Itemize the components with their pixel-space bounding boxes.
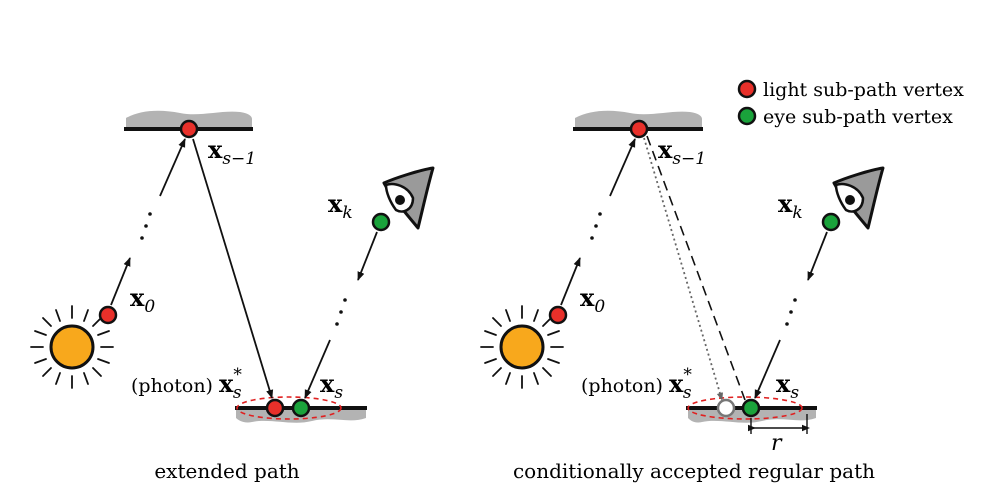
- left-eye-segment-1: [357, 231, 378, 281]
- left-x0-vertex: [98, 305, 118, 325]
- right-eye-segment-2: [754, 339, 781, 399]
- right-x0-label: x0: [580, 283, 605, 317]
- left-sun-icon: [30, 305, 114, 389]
- right-dotted-photon-segment: [643, 137, 724, 401]
- left-light-segment-1: [110, 257, 131, 306]
- left-xs1-label: xs−1: [208, 135, 256, 169]
- right-photon-label: (photon) x* s: [581, 365, 692, 403]
- right-caption: conditionally accepted regular path: [513, 459, 875, 483]
- left-photon-vertex: [265, 398, 285, 418]
- right-light-segment-1: [560, 257, 581, 306]
- right-light-dots: [590, 212, 602, 240]
- left-panel: x0 xs−1 xk xs (photon) x* s extended path: [30, 110, 435, 483]
- left-xs1-vertex: [179, 119, 199, 139]
- left-xk-label: xk: [328, 189, 353, 223]
- right-panel: r x0 xs−1 xk xs (photon) x* s conditional…: [480, 110, 885, 483]
- left-eye-icon: [382, 166, 435, 230]
- left-light-dots: [140, 212, 152, 240]
- left-eye-segment-2: [304, 339, 331, 399]
- right-xk-label: xk: [778, 189, 803, 223]
- legend: light sub-path vertex eye sub-path verte…: [737, 79, 964, 128]
- right-radius-label: r: [771, 431, 783, 456]
- legend-eye-label: eye sub-path vertex: [763, 106, 953, 128]
- left-eye-dots: [335, 298, 347, 326]
- left-xk-vertex: [371, 212, 391, 232]
- left-photon-label: (photon) x* s: [131, 365, 242, 403]
- right-x0-vertex: [548, 305, 568, 325]
- right-xs-label: xs: [776, 369, 799, 403]
- right-light-segment-2: [609, 138, 636, 197]
- right-eye-dots: [785, 298, 797, 326]
- right-xs-vertex: [741, 398, 761, 418]
- left-caption: extended path: [154, 459, 299, 483]
- right-xk-vertex: [821, 212, 841, 232]
- right-top-surface: [575, 110, 702, 128]
- left-xs-vertex: [291, 398, 311, 418]
- right-dashed-connection-segment: [646, 135, 746, 401]
- legend-eye-vertex-icon: [737, 106, 757, 126]
- right-xs1-vertex: [629, 119, 649, 139]
- right-photon-vertex: [716, 398, 736, 418]
- right-eye-icon: [832, 166, 885, 230]
- left-light-segment-2: [159, 138, 186, 197]
- right-merge-ellipse: [687, 396, 803, 420]
- right-eye-segment-1: [807, 231, 828, 281]
- left-merge-ellipse: [236, 396, 342, 420]
- left-top-surface: [126, 110, 252, 128]
- left-extension-segment: [192, 138, 274, 399]
- legend-light-vertex-icon: [737, 79, 757, 99]
- right-xs1-label: xs−1: [658, 135, 706, 169]
- right-radius-measure: [748, 414, 810, 434]
- right-sun-icon: [480, 305, 564, 389]
- left-xs-label: xs: [320, 369, 343, 403]
- left-x0-label: x0: [130, 283, 155, 317]
- legend-light-label: light sub-path vertex: [763, 79, 964, 101]
